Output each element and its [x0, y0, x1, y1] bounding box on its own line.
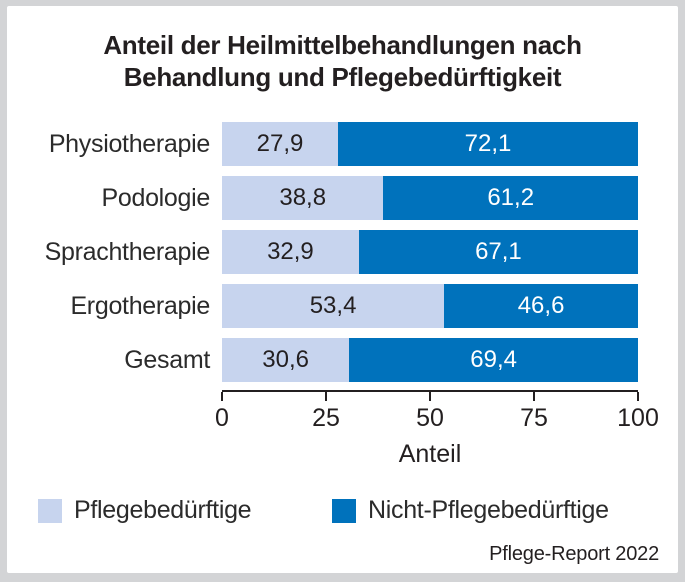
bar-segment-pflegebeduerftige: 32,9	[222, 230, 359, 274]
axis-tick-label: 25	[312, 404, 340, 432]
source-caption: Pflege-Report 2022	[489, 543, 659, 565]
bar-segment-pflegebeduerftige: 30,6	[222, 338, 350, 382]
category-label: Ergotherapie	[70, 291, 210, 320]
category-label: Sprachtherapie	[44, 237, 211, 266]
legend-label: Pflegebedürftige	[74, 496, 252, 524]
stacked-bar: 32,9 67,1	[222, 230, 638, 274]
legend-item-pflegebeduerftige: Pflegebedürftige	[38, 496, 252, 525]
stacked-bar: 38,8 61,2	[222, 176, 638, 220]
chart-row: Ergotherapie 53,4 46,6	[7, 284, 638, 328]
axis-tick-label: 50	[416, 404, 444, 432]
legend: Pflegebedürftige Nicht-Pflegebedürftige	[7, 496, 678, 526]
chart-row: Physiotherapie 27,9 72,1	[7, 122, 638, 166]
axis-tick	[637, 392, 639, 401]
axis-tick	[533, 392, 535, 401]
axis-tick-label: 0	[215, 404, 229, 432]
legend-swatch-pflegebeduerftige	[38, 498, 62, 523]
x-axis-tick-labels: 0 25 50 75 100	[215, 404, 659, 432]
chart-row: Sprachtherapie 32,9 67,1	[7, 230, 638, 274]
bar-rows: Physiotherapie 27,9 72,1 Podologie 38,8 61,2 S…	[7, 122, 638, 392]
axis-tick	[221, 392, 223, 401]
bar-segment-nicht-pflegebeduerftige: 61,2	[383, 176, 638, 220]
axis-tick	[325, 392, 327, 401]
x-axis	[221, 390, 639, 402]
bar-segment-nicht-pflegebeduerftige: 72,1	[338, 122, 638, 166]
category-label: Physiotherapie	[48, 129, 210, 158]
axis-tick-label: 75	[520, 404, 548, 432]
stacked-bar: 53,4 46,6	[222, 284, 638, 328]
bar-segment-pflegebeduerftige: 38,8	[222, 176, 384, 220]
bar-segment-pflegebeduerftige: 27,9	[222, 122, 339, 166]
bar-segment-nicht-pflegebeduerftige: 69,4	[349, 338, 638, 382]
bar-segment-nicht-pflegebeduerftige: 67,1	[358, 230, 638, 274]
category-label: Podologie	[101, 183, 210, 212]
chart-row: Podologie 38,8 61,2	[7, 176, 638, 220]
axis-tick-label: 100	[617, 404, 659, 432]
legend-item-nicht-pflegebeduerftige: Nicht-Pflegebedürftige	[332, 496, 609, 525]
bar-segment-pflegebeduerftige: 53,4	[222, 284, 445, 328]
axis-tick	[429, 392, 431, 401]
stacked-bar: 27,9 72,1	[222, 122, 638, 166]
legend-swatch-nicht-pflegebeduerftige	[332, 498, 356, 523]
chart-card: Anteil der Heilmittelbehandlungen nach B…	[7, 6, 678, 573]
x-axis-label: Anteil	[398, 440, 462, 468]
bar-segment-nicht-pflegebeduerftige: 46,6	[444, 284, 638, 328]
stacked-bar: 30,6 69,4	[222, 338, 638, 382]
category-label: Gesamt	[124, 345, 210, 374]
chart-row: Gesamt 30,6 69,4	[7, 338, 638, 382]
chart-title: Anteil der Heilmittelbehandlungen nach B…	[103, 30, 582, 92]
legend-label: Nicht-Pflegebedürftige	[368, 496, 609, 524]
